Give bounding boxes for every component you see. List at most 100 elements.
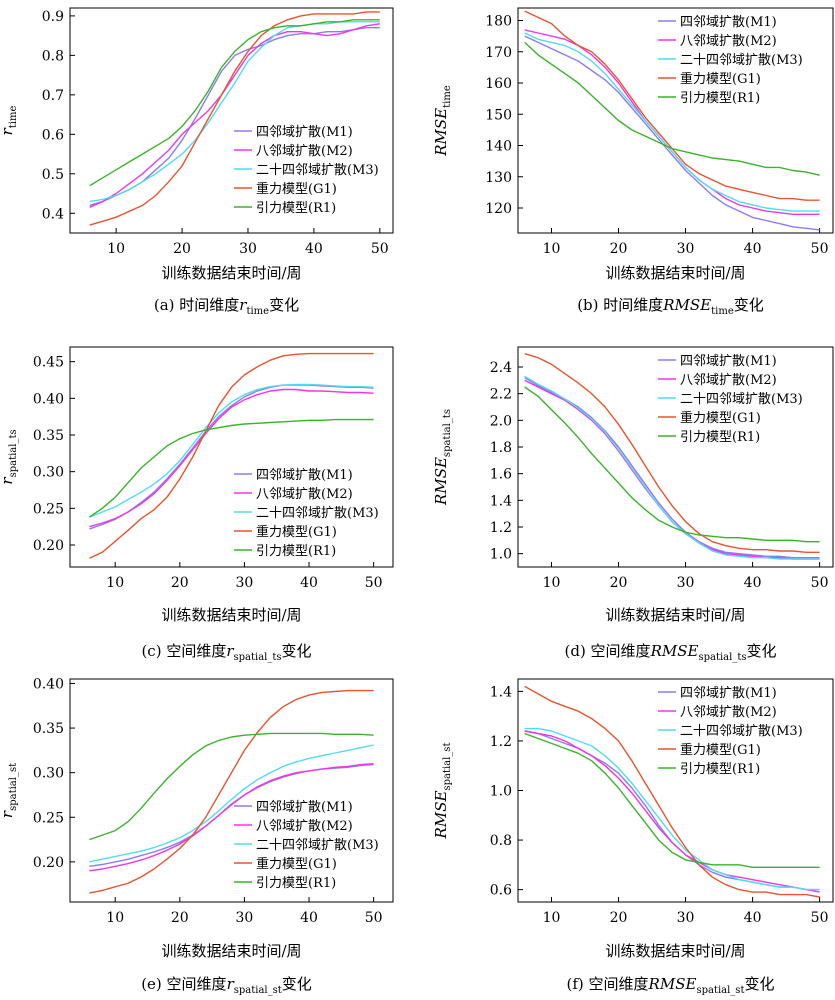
series-line-G1 [524, 353, 820, 553]
y-axis-label: rspatial_st [0, 763, 19, 818]
legend-label-M3: 二十四邻域扩散(M3) [256, 838, 379, 853]
y-tick-label: 140 [485, 139, 512, 155]
legend-label-M1: 四邻域扩散(M1) [680, 686, 777, 701]
plot-frame [517, 678, 834, 903]
y-tick-label: 120 [485, 201, 512, 217]
legend-label-M2: 八邻域扩散(M2) [680, 705, 777, 720]
x-tick-label: 10 [106, 910, 124, 926]
plot-frame [517, 7, 834, 234]
chart-caption: (f) 空间维度RMSEspatial_st变化 [567, 975, 775, 996]
x-tick-label: 10 [543, 575, 561, 591]
y-tick-label: 1.2 [490, 734, 512, 750]
legend-label-R1: 引力模型(R1) [256, 201, 336, 216]
x-tick-label: 10 [543, 910, 561, 926]
y-tick-label: 0.5 [42, 167, 64, 183]
legend-label-M3: 二十四邻域扩散(M3) [680, 724, 803, 739]
series-line-G1 [524, 685, 820, 898]
chart-caption: (d) 空间维度RMSEspatial_ts变化 [564, 642, 776, 663]
y-tick-label: 1.0 [490, 547, 512, 563]
x-tick-label: 30 [677, 575, 695, 591]
series-line-M3 [524, 32, 820, 212]
y-tick-label: 2.2 [490, 387, 512, 403]
legend-label-M1: 四邻域扩散(M1) [680, 354, 777, 369]
x-tick-label: 40 [300, 575, 318, 591]
y-tick-label: 2.0 [490, 413, 512, 429]
plot-frame [69, 678, 394, 903]
series-line-M1 [524, 35, 820, 231]
series-line-M3 [524, 727, 820, 891]
legend-label-M1: 四邻域扩散(M1) [256, 800, 353, 815]
y-tick-label: 0.6 [490, 883, 512, 899]
y-tick-label: 0.6 [42, 127, 64, 143]
x-tick-label: 10 [543, 241, 561, 257]
chart-panel-2: 10 20 30 40 50 0.20 0.25 0.30 0.35 0.40 0.45 训练数据结束… [0, 346, 394, 663]
y-tick-label: 170 [485, 45, 512, 61]
plot-frame [517, 346, 834, 568]
x-tick-label: 50 [371, 241, 389, 257]
chart-caption: (c) 空间维度rspatial_ts变化 [141, 642, 311, 663]
x-tick-label: 30 [677, 910, 695, 926]
chart-caption: (a) 时间维度rtime变化 [154, 296, 299, 317]
legend-label-M1: 四邻域扩散(M1) [680, 15, 777, 30]
series-line-R1 [524, 41, 820, 176]
chart-panel-3: 10 20 30 40 50 1.0 1.2 1.4 1.6 1.8 2.0 2.2 2.4 训练数据结束… [432, 346, 834, 663]
x-tick-label: 20 [610, 910, 628, 926]
legend-label-R1: 引力模型(R1) [680, 430, 760, 445]
y-tick-label: 0.35 [33, 428, 64, 444]
x-tick-label: 50 [811, 575, 829, 591]
y-tick-label: 1.8 [490, 440, 512, 456]
legend-label-G1: 重力模型(G1) [680, 410, 761, 426]
y-tick-label: 0.45 [33, 355, 64, 371]
legend-label-M2: 八邻域扩散(M2) [680, 34, 777, 49]
series-line-M3 [89, 21, 380, 203]
y-axis-label: RMSEtime [432, 85, 453, 157]
series-line-G1 [89, 352, 374, 559]
x-tick-label: 40 [305, 241, 323, 257]
y-tick-label: 1.2 [490, 520, 512, 536]
series-line-R1 [524, 386, 820, 543]
y-tick-label: 1.4 [490, 493, 512, 509]
y-tick-label: 0.40 [33, 676, 64, 692]
y-tick-label: 150 [485, 107, 512, 123]
x-axis-label: 训练数据结束时间/周 [161, 264, 301, 282]
y-tick-label: 0.4 [42, 206, 64, 222]
x-tick-label: 50 [365, 575, 383, 591]
legend-label-R1: 引力模型(R1) [680, 762, 760, 777]
x-tick-label: 20 [171, 575, 189, 591]
legend-label-G1: 重力模型(G1) [256, 524, 337, 540]
x-tick-label: 30 [236, 910, 254, 926]
series-line-M3 [89, 383, 374, 518]
chart-panel-5: 10 20 30 40 50 0.6 0.8 1.0 1.2 1.4 训练数据结束时间/周 RMSEs… [432, 678, 834, 996]
legend-label-G1: 重力模型(G1) [256, 181, 337, 197]
x-axis-label: 训练数据结束时间/周 [605, 606, 745, 624]
y-axis-label: RMSEspatial_st [432, 743, 453, 840]
legend-label-R1: 引力模型(R1) [256, 544, 336, 559]
x-tick-label: 40 [300, 910, 318, 926]
legend-label-M2: 八邻域扩散(M2) [256, 487, 353, 502]
x-tick-label: 30 [677, 241, 695, 257]
legend-label-R1: 引力模型(R1) [256, 876, 336, 891]
x-tick-label: 20 [171, 910, 189, 926]
legend-label-M2: 八邻域扩散(M2) [680, 373, 777, 388]
y-tick-label: 0.40 [33, 391, 64, 407]
legend-label-M3: 二十四邻域扩散(M3) [680, 392, 803, 407]
y-tick-label: 0.30 [33, 766, 64, 782]
x-tick-label: 40 [744, 910, 762, 926]
x-tick-label: 20 [610, 575, 628, 591]
legend-label-M1: 四邻域扩散(M1) [256, 125, 353, 140]
series-line-R1 [89, 418, 374, 518]
series-line-M2 [89, 763, 374, 872]
x-tick-label: 40 [744, 241, 762, 257]
y-tick-label: 180 [485, 14, 512, 30]
legend-label-G1: 重力模型(G1) [680, 71, 761, 87]
legend-label-M2: 八邻域扩散(M2) [256, 819, 353, 834]
y-tick-label: 0.8 [490, 833, 512, 849]
x-axis-label: 训练数据结束时间/周 [161, 606, 301, 624]
y-tick-label: 1.0 [490, 784, 512, 800]
y-axis-label: RMSEspatial_ts [432, 409, 453, 506]
x-axis-label: 训练数据结束时间/周 [161, 942, 301, 960]
y-tick-label: 1.4 [490, 684, 512, 700]
series-line-M1 [524, 730, 820, 891]
series-line-R1 [524, 732, 820, 868]
